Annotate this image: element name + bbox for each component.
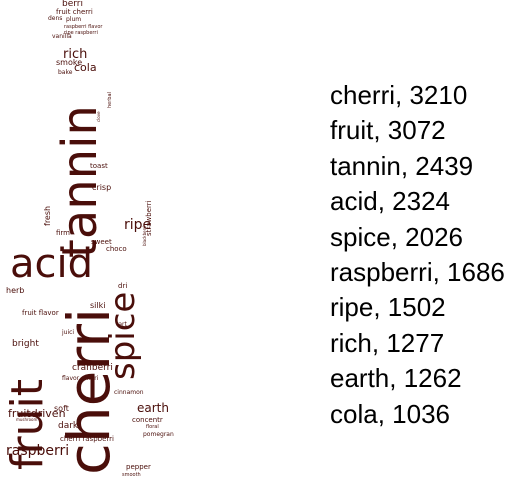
frequency-item: raspberri, 1686 xyxy=(330,257,505,288)
cloud-word: tart xyxy=(116,321,127,328)
cloud-word: raspberri flavor xyxy=(64,24,103,30)
cloud-word: bake xyxy=(58,69,73,76)
cloud-word: concentr xyxy=(132,416,163,424)
frequency-item: acid, 2324 xyxy=(330,186,450,217)
cloud-word: smooth xyxy=(122,472,141,478)
cloud-word-earth: earth xyxy=(137,401,169,415)
cloud-word: bright xyxy=(12,339,39,349)
cloud-word: smoke xyxy=(56,58,83,67)
cloud-word: choco xyxy=(106,245,127,253)
cloud-word: soft xyxy=(54,404,69,413)
cloud-word: cherri raspberri xyxy=(60,435,114,443)
cloud-word: dri xyxy=(118,282,128,290)
cloud-word: pomegran xyxy=(143,431,174,438)
cloud-word: firm xyxy=(56,229,70,237)
cloud-word-raspberri: raspberri xyxy=(6,443,70,459)
cloud-word: juici xyxy=(62,329,75,336)
cloud-word: silki xyxy=(90,301,106,310)
cloud-word: berri xyxy=(62,0,83,9)
cloud-word: vanilla xyxy=(52,33,72,40)
cloud-word: toast xyxy=(90,162,108,170)
cloud-word: plum xyxy=(66,16,82,23)
cloud-word: crisp xyxy=(92,183,112,192)
frequency-item: rich, 1277 xyxy=(330,327,445,358)
cloud-word-ripe: ripe xyxy=(124,217,152,233)
cloud-word: floral xyxy=(146,424,159,430)
frequency-item: cola, 1036 xyxy=(330,398,450,429)
cloud-word: herb xyxy=(6,286,25,295)
cloud-word: herbal xyxy=(107,92,113,108)
cloud-word: cinnamon xyxy=(114,389,144,396)
cloud-word: fruit cherri xyxy=(56,8,93,16)
cloud-word: mushroom xyxy=(16,417,38,422)
cloud-word: dark xyxy=(58,421,79,431)
cloud-word: fruit flavor xyxy=(22,309,59,317)
frequency-item: spice, 2026 xyxy=(330,221,463,252)
cloud-word: flavor cherri xyxy=(62,375,99,382)
cloud-word: fresh xyxy=(43,205,52,226)
cloud-word: clove xyxy=(96,111,101,122)
cloud-word: blackberri xyxy=(142,226,147,246)
word-frequency-list: cherri, 3210 fruit, 3072 tannin, 2439 ac… xyxy=(330,78,505,432)
cloud-word: fruitdriven xyxy=(8,407,66,420)
word-cloud: cherri fruit tannin acid spice raspberri… xyxy=(0,0,260,481)
cloud-word: strawberri xyxy=(145,200,153,236)
frequency-item: ripe, 1502 xyxy=(330,292,446,323)
cloud-word-rich: rich xyxy=(63,47,88,62)
cloud-word: sweet xyxy=(91,238,112,246)
frequency-item: fruit, 3072 xyxy=(330,115,446,146)
cloud-word: cranberri xyxy=(72,363,113,373)
cloud-word-cola: cola xyxy=(74,61,97,74)
cloud-word: dens xyxy=(48,15,63,22)
frequency-item: earth, 1262 xyxy=(330,363,462,394)
cloud-word: pepper xyxy=(126,463,151,471)
frequency-item: tannin, 2439 xyxy=(330,150,474,181)
frequency-item: cherri, 3210 xyxy=(330,80,468,110)
cloud-word: ripe raspberri xyxy=(64,30,98,36)
cloud-word-acid: acid xyxy=(10,241,94,287)
